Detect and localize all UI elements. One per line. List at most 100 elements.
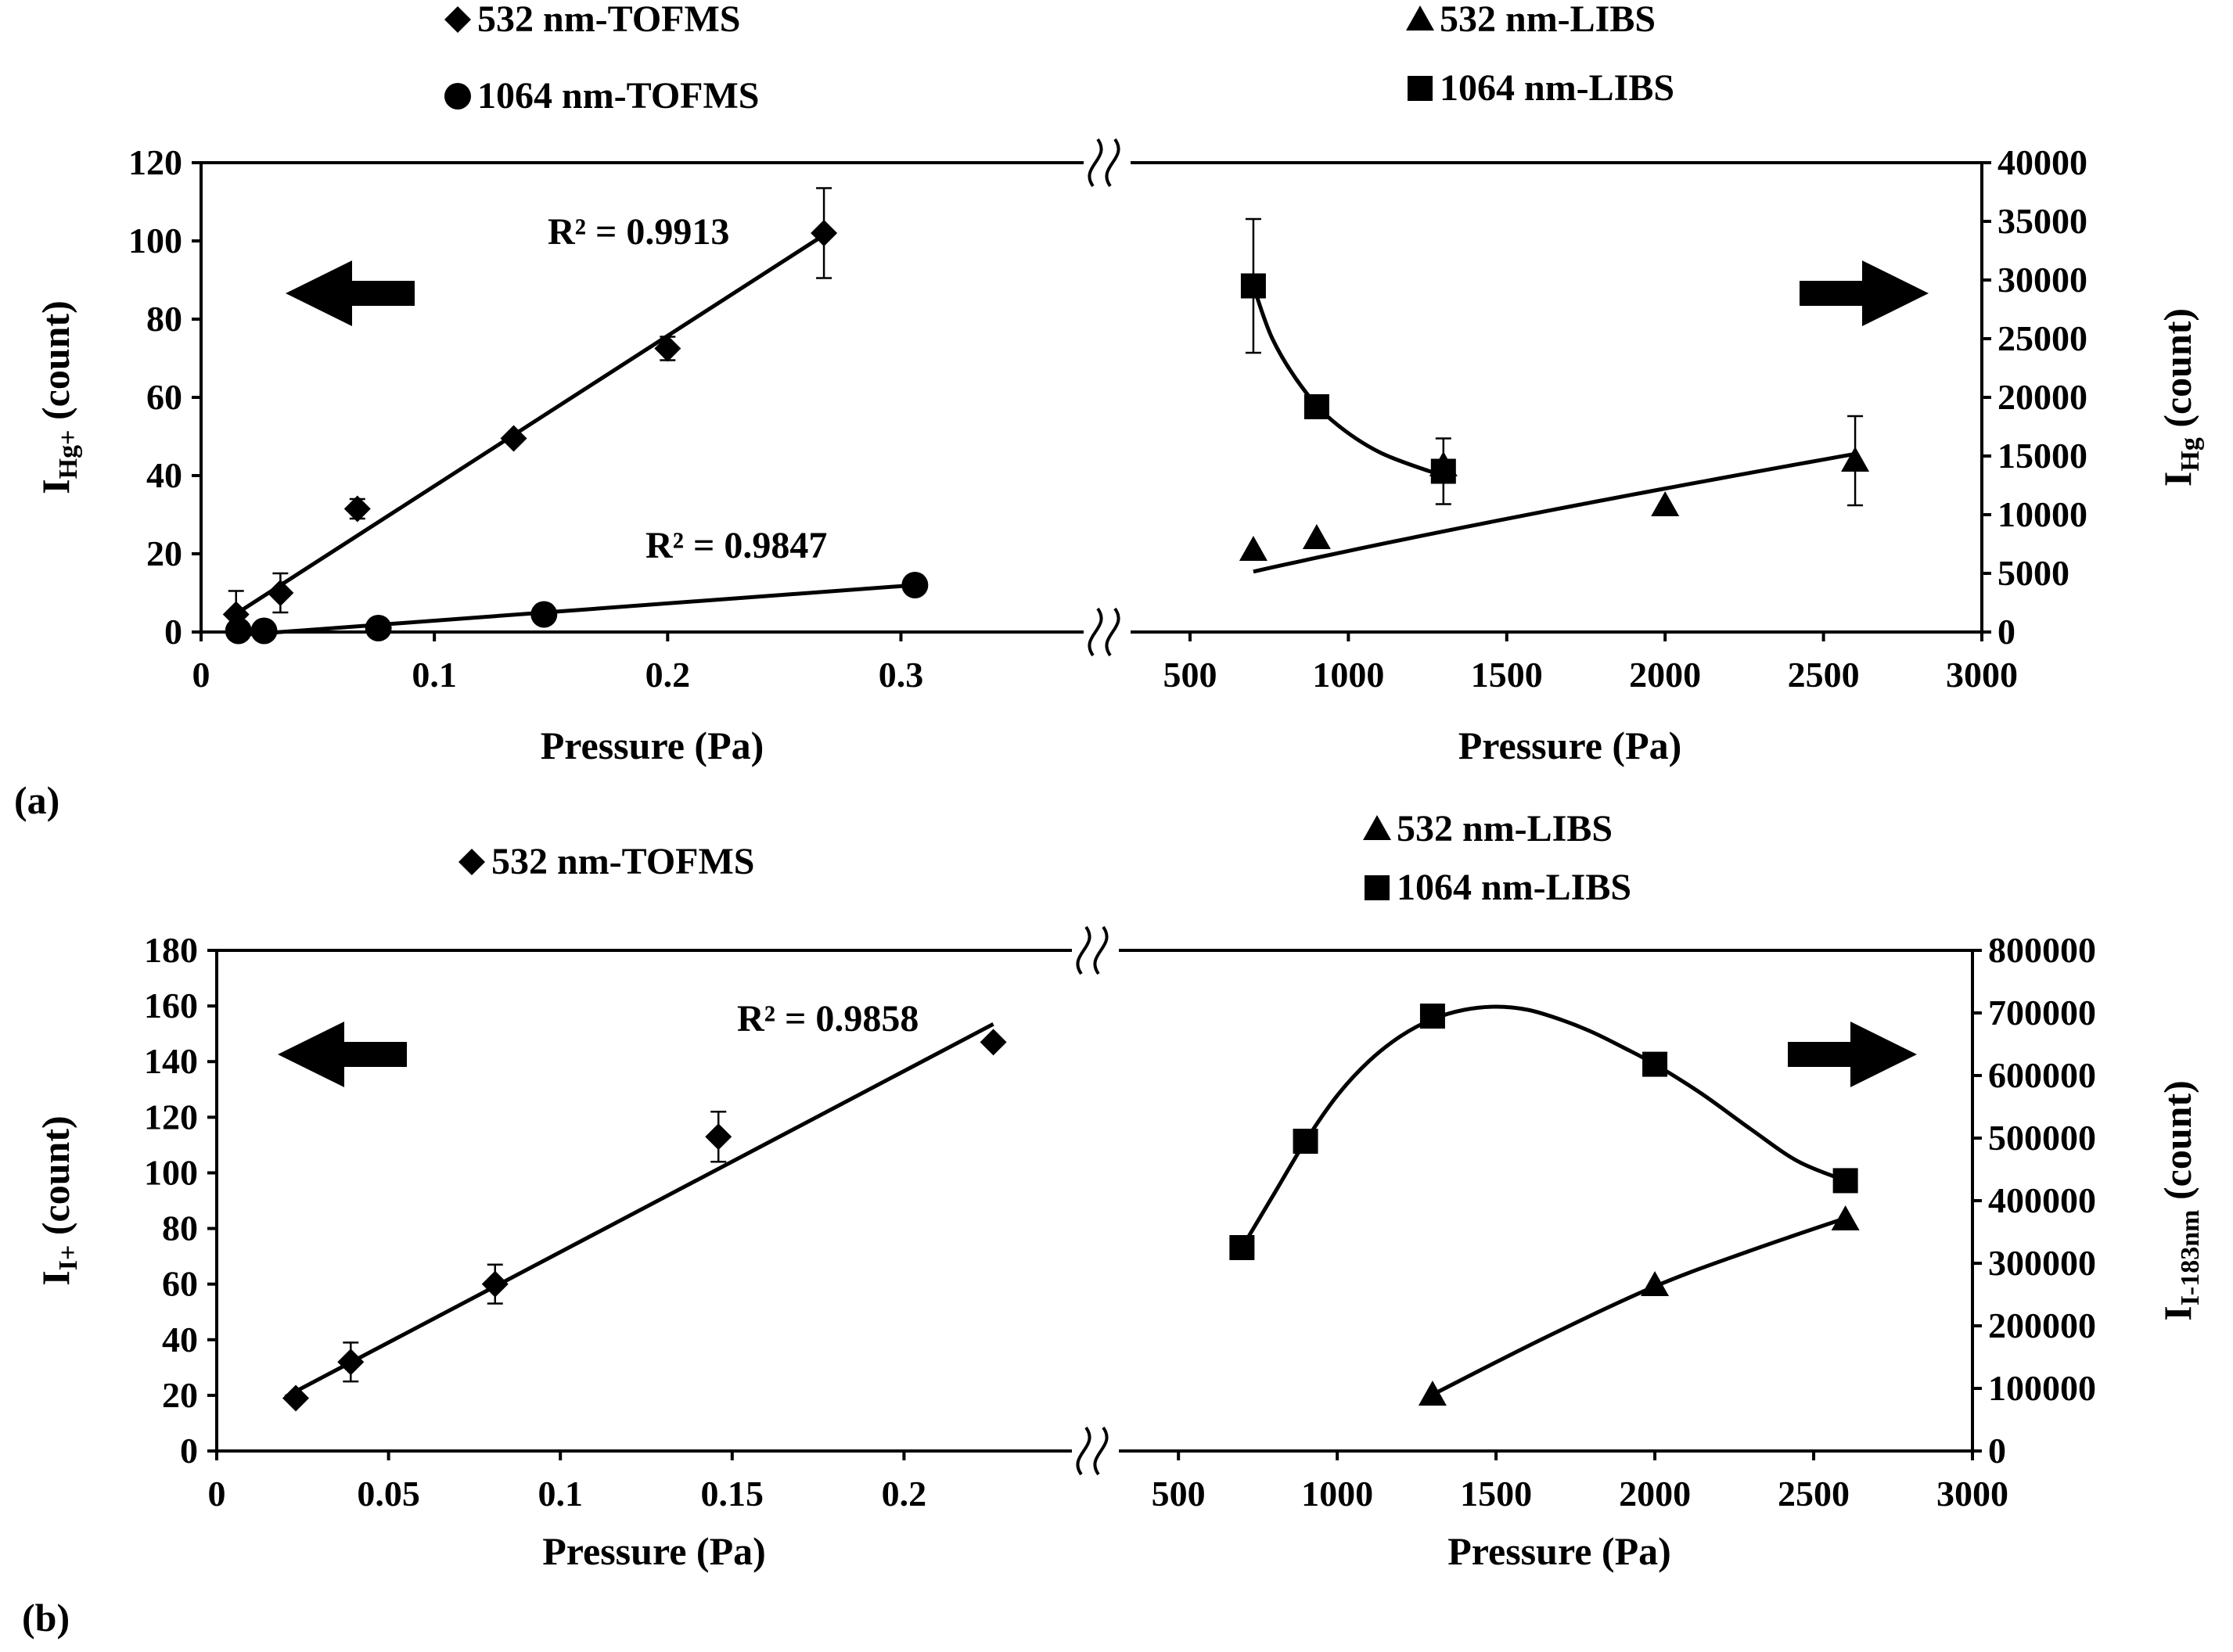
panel-b-532-nm-tofms-point bbox=[705, 1123, 732, 1151]
panel-a-left-ytick-label: 40 bbox=[146, 455, 182, 495]
panel-a-legend-marker bbox=[1406, 5, 1434, 31]
panel-a-left-ytick-label: 20 bbox=[146, 533, 182, 573]
panel-a-532-nm-libs-fit-line bbox=[1253, 451, 1856, 574]
panel-b-left-xtick-label: 0.05 bbox=[357, 1474, 420, 1514]
panel-a-532-nm-libs-point bbox=[1302, 524, 1331, 549]
panel-a-left-ytick-label: 0 bbox=[164, 612, 182, 652]
panel-a-1064-nm-libs-fit-line bbox=[1251, 285, 1444, 478]
panel-b-legend-marker bbox=[1365, 875, 1390, 900]
panel-b-right-ytick-label: 200000 bbox=[1988, 1305, 2096, 1345]
panel-a-top-axis-break bbox=[1084, 138, 1131, 188]
panel-b-right-ytick-label: 600000 bbox=[1988, 1055, 2096, 1095]
panel-a-left-xtick-label: 0.2 bbox=[645, 655, 691, 695]
panel-a-right-ytick-label: 35000 bbox=[1997, 201, 2087, 241]
panel-a-right-xtick-label: 1000 bbox=[1312, 655, 1384, 695]
panel-b-right-xtick-label: 2500 bbox=[1778, 1474, 1850, 1514]
panel-a-right-ytick-label: 40000 bbox=[1997, 142, 2087, 182]
panel-a-532-nm-tofms-point bbox=[267, 580, 294, 606]
panel-a-right-xtick-label: 1500 bbox=[1471, 655, 1543, 695]
panel-a-bottom-axis-break-line1 bbox=[1088, 607, 1103, 657]
panel-a-left-y-axis-label: IHg+ (count) bbox=[34, 300, 83, 494]
panel-a-right-ytick-label: 20000 bbox=[1997, 377, 2087, 417]
panel-b-right-ytick-label: 800000 bbox=[1988, 930, 2096, 970]
panel-b-right-y-axis-label: II-183nm (count) bbox=[2156, 1080, 2205, 1321]
panel-b-left-ytick-label: 100 bbox=[144, 1152, 198, 1192]
panel-b-label: (b) bbox=[22, 1596, 70, 1639]
panel-a-right-xtick-label: 500 bbox=[1163, 655, 1217, 695]
panel-a-1064-nm-libs-point bbox=[1303, 394, 1329, 419]
panel-b-legend-label: 1064 nm-LIBS bbox=[1397, 867, 1631, 908]
panel-b-1064-nm-libs-point bbox=[1832, 1168, 1858, 1194]
panel-b-532-nm-libs-point bbox=[1641, 1271, 1670, 1296]
panel-b-left-ytick-label: 80 bbox=[162, 1208, 198, 1248]
panel-a-right-xtick-label: 3000 bbox=[1946, 655, 2018, 695]
panel-b-legend-marker bbox=[1363, 815, 1391, 840]
panel-b-1064-nm-libs-point bbox=[1419, 1004, 1445, 1029]
panel-b-right-ytick-label: 500000 bbox=[1988, 1118, 2096, 1158]
panel-b-right-xtick-label: 2000 bbox=[1619, 1474, 1691, 1514]
panel-a-bottom-axis-break-line2 bbox=[1105, 607, 1120, 657]
panel-b-bottom-axis-break bbox=[1072, 1426, 1119, 1476]
panel-b-right-x-axis-label: Pressure (Pa) bbox=[1447, 1529, 1671, 1573]
panel-b-left-xtick-label: 0.15 bbox=[701, 1474, 764, 1514]
panel-b-legend-marker bbox=[458, 849, 485, 875]
panel-b-right-xtick-label: 1000 bbox=[1301, 1474, 1373, 1514]
panel-a-right-xtick-label: 2500 bbox=[1788, 655, 1860, 695]
panel-a-1064-nm-tofms-point bbox=[250, 617, 278, 645]
panel-a-r2-label: R² = 0.9847 bbox=[645, 525, 827, 566]
panel-a-right-ytick-label: 30000 bbox=[1997, 260, 2087, 300]
panel-a-right-y-axis-label: IHg (count) bbox=[2156, 308, 2205, 487]
panel-b-left-axis-arrow bbox=[278, 1022, 407, 1087]
panel-a-top-axis-break-line2 bbox=[1105, 138, 1120, 188]
panel-b-1064-nm-libs-point bbox=[1229, 1235, 1255, 1260]
panel-a-legend-label: 532 nm-TOFMS bbox=[477, 0, 740, 40]
panel-a-1064-nm-libs-point bbox=[1430, 458, 1456, 484]
panel-a-left-xtick-label: 0 bbox=[192, 655, 210, 695]
panel-a-legend-marker bbox=[444, 83, 471, 110]
panel-b-left-ytick-label: 120 bbox=[144, 1097, 198, 1137]
panel-a-1064-nm-tofms-point bbox=[365, 615, 392, 641]
panel-b-right-xtick-label: 3000 bbox=[1936, 1474, 2008, 1514]
panel-b-532-nm-libs-point bbox=[1418, 1381, 1447, 1406]
panel-a-left-ytick-label: 60 bbox=[146, 377, 182, 417]
panel-b-bottom-axis-break-line2 bbox=[1093, 1426, 1109, 1476]
panel-b-top-axis-break bbox=[1072, 925, 1119, 975]
panel-a-left-ytick-label: 100 bbox=[128, 221, 182, 260]
panel-a-532-nm-libs-point bbox=[1651, 491, 1680, 516]
panel-b-left-x-axis-label: Pressure (Pa) bbox=[542, 1529, 766, 1573]
panel-b-532-nm-tofms-point bbox=[980, 1029, 1007, 1056]
panel-b-left-ytick-label: 140 bbox=[144, 1041, 198, 1081]
panel-b-bottom-axis-break-line1 bbox=[1076, 1426, 1091, 1476]
panel-a-right-ytick-label: 0 bbox=[1997, 612, 2015, 652]
panel-a-legend-marker bbox=[1408, 76, 1433, 101]
panel-a-bottom-axis-break bbox=[1084, 607, 1131, 657]
panel-b-left-y-axis-label: II+ (count) bbox=[34, 1115, 83, 1285]
panel-b-right-ytick-label: 0 bbox=[1988, 1431, 2006, 1471]
panel-b-532-nm-tofms-point bbox=[282, 1384, 310, 1412]
panel-b-532-nm-tofms-point bbox=[481, 1270, 509, 1298]
panel-a-left-xtick-label: 0.1 bbox=[412, 655, 457, 695]
panel-b-532-nm-libs-fit-line bbox=[1431, 1216, 1846, 1397]
panel-a-532-nm-libs-point bbox=[1841, 447, 1870, 472]
panel-b-left-xtick-label: 0.2 bbox=[882, 1474, 927, 1514]
panel-a-532-nm-tofms-point bbox=[343, 495, 371, 523]
panel-b-left-ytick-label: 20 bbox=[162, 1375, 198, 1415]
panel-a-532-nm-tofms-point bbox=[500, 425, 527, 452]
panel-a-532-nm-tofms-point bbox=[654, 335, 681, 362]
panel-a-right-ytick-label: 10000 bbox=[1997, 494, 2087, 534]
panel-a-1064-nm-tofms-point bbox=[901, 572, 929, 598]
panel-b-legend-label: 532 nm-LIBS bbox=[1397, 808, 1613, 849]
panel-b-left-xtick-label: 0.1 bbox=[538, 1474, 583, 1514]
panel-a-legend-label: 1064 nm-LIBS bbox=[1440, 67, 1674, 109]
panel-a-left-xtick-label: 0.3 bbox=[879, 655, 924, 695]
panel-b-1064-nm-libs-fit-line bbox=[1240, 1004, 1846, 1249]
panel-a-left-x-axis-label: Pressure (Pa) bbox=[541, 724, 764, 767]
panel-b-1064-nm-libs-point bbox=[1642, 1051, 1668, 1077]
panel-a-right-xtick-label: 2000 bbox=[1629, 655, 1701, 695]
panel-a-left-ytick-label: 120 bbox=[128, 142, 182, 182]
panel-b-left-ytick-label: 160 bbox=[144, 986, 198, 1025]
panel-a-top-axis-break-line1 bbox=[1088, 138, 1103, 188]
panel-a-1064-nm-libs-point bbox=[1240, 273, 1266, 299]
panel-b-right-xtick-label: 1500 bbox=[1460, 1474, 1532, 1514]
